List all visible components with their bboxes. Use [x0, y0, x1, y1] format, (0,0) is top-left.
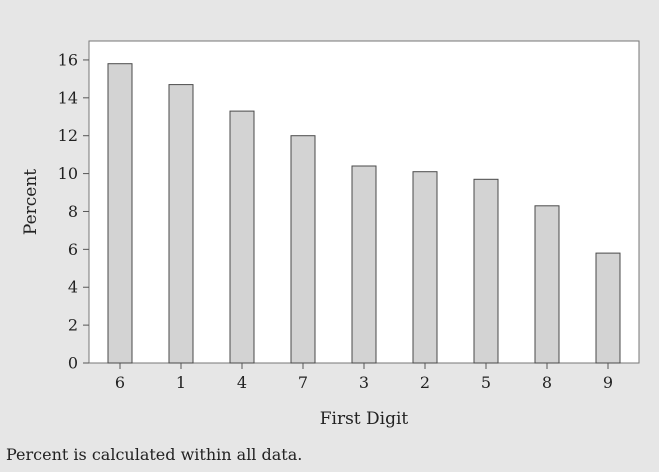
y-tick-label: 12 — [58, 126, 78, 145]
y-tick-label: 10 — [58, 164, 78, 183]
x-tick-label: 8 — [542, 373, 552, 392]
x-tick-label: 9 — [603, 373, 613, 392]
y-tick-label: 4 — [68, 278, 78, 297]
x-tick-label: 5 — [481, 373, 491, 392]
x-axis-title: First Digit — [320, 409, 409, 429]
y-tick-label: 2 — [68, 316, 78, 335]
y-tick-label: 0 — [68, 354, 78, 373]
bar-3 — [351, 165, 377, 364]
y-tick-label: 8 — [68, 202, 78, 221]
bar-1 — [168, 84, 194, 364]
bar-5 — [473, 178, 499, 364]
x-tick-label: 2 — [420, 373, 430, 392]
bars-group — [107, 63, 621, 364]
bar-6 — [107, 63, 133, 364]
x-tick-label: 3 — [359, 373, 369, 392]
footnote: Percent is calculated within all data. — [6, 445, 302, 464]
x-tick-label: 7 — [298, 373, 308, 392]
y-tick-label: 16 — [58, 50, 78, 69]
bar-9 — [595, 252, 621, 364]
y-axis: 0 2 4 6 8 10 12 14 16 — [58, 50, 89, 373]
y-axis-title: Percent — [21, 169, 41, 235]
x-axis: 6 1 4 7 3 2 5 8 9 — [115, 363, 613, 392]
bar-4 — [229, 110, 255, 364]
x-tick-label: 4 — [237, 373, 247, 392]
bar-7 — [290, 135, 316, 364]
x-tick-label: 6 — [115, 373, 125, 392]
x-tick-label: 1 — [176, 373, 186, 392]
y-tick-label: 14 — [58, 88, 78, 107]
bar-8 — [534, 205, 560, 364]
bar-2 — [412, 171, 438, 364]
y-tick-label: 6 — [68, 240, 78, 259]
